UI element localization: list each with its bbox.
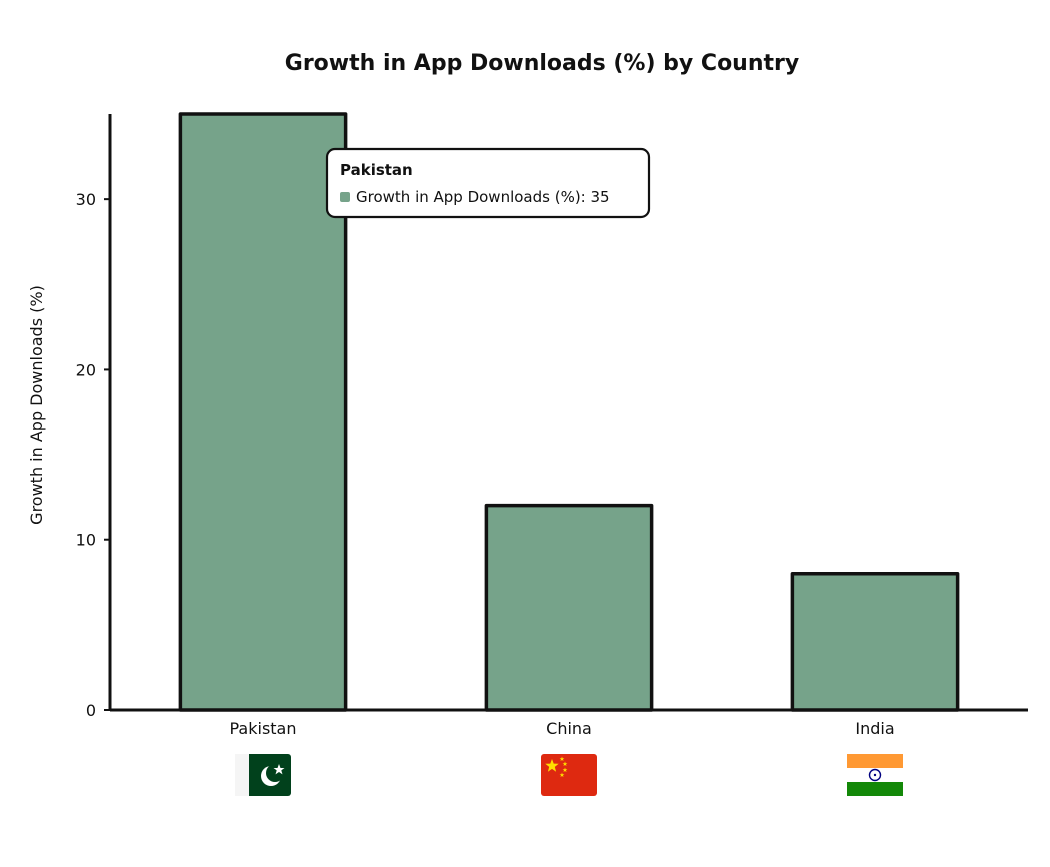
bar-china[interactable]	[484, 503, 654, 712]
tooltip-label: Growth in App Downloads (%): 35	[356, 188, 610, 206]
tooltip-title: Pakistan	[340, 161, 413, 179]
flag-pakistan-icon	[235, 754, 291, 796]
x-tick-label: Pakistan	[230, 719, 297, 738]
x-tick-label: India	[855, 719, 894, 738]
flag-china-icon	[541, 754, 597, 796]
category-flags	[235, 754, 903, 796]
flag-india-icon	[847, 754, 903, 796]
category-labels: Pakistan China India	[230, 719, 895, 738]
tooltip-swatch	[340, 192, 350, 202]
y-axis-label: Growth in App Downloads (%)	[27, 285, 46, 525]
y-tick-label: 10	[76, 531, 96, 550]
axes	[108, 114, 1028, 712]
tooltip: Pakistan Growth in App Downloads (%): 35	[325, 147, 651, 219]
chart-title: Growth in App Downloads (%) by Country	[285, 51, 799, 76]
y-ticks: 0 10 20 30	[76, 190, 110, 720]
tooltip-box	[325, 147, 651, 219]
bar-india[interactable]	[790, 572, 960, 712]
y-tick-label: 0	[86, 701, 96, 720]
y-tick-label: 20	[76, 360, 96, 379]
bar-pakistan[interactable]	[178, 112, 348, 712]
x-tick-label: China	[546, 719, 592, 738]
y-tick-label: 30	[76, 190, 96, 209]
